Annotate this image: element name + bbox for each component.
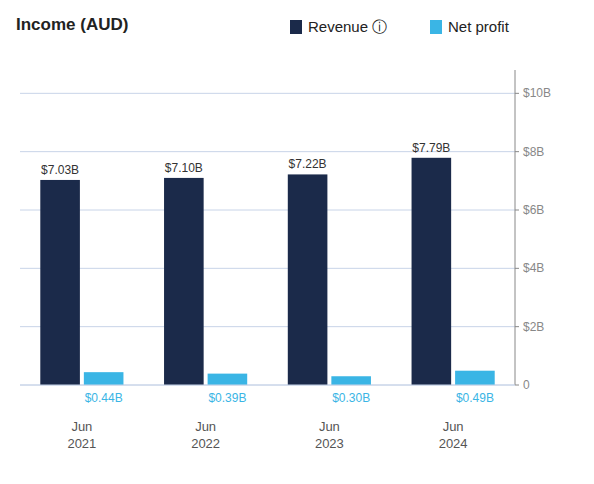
- legend-entry: Revenue ⓘ: [308, 18, 387, 35]
- tick-label: $6B: [523, 203, 544, 217]
- tick-label: $8B: [523, 145, 544, 159]
- category-label-line: Jun: [443, 419, 464, 434]
- data-label: $7.03B: [41, 163, 79, 177]
- tick-label: $4B: [523, 261, 544, 275]
- data-label: $0.44B: [85, 391, 123, 405]
- tick-mark: [515, 268, 519, 269]
- category-label-line: Jun: [195, 419, 216, 434]
- category-label-line: Jun: [319, 419, 340, 434]
- tick-mark: [515, 210, 519, 211]
- category-label: Jun 2024: [439, 419, 468, 451]
- category-label: Jun 2021: [67, 419, 96, 451]
- tick-label: 0: [523, 378, 530, 392]
- tick-mark: [515, 151, 519, 152]
- data-label: $7.22B: [289, 157, 327, 171]
- category-label-line: 2021: [67, 436, 96, 451]
- category-label: Jun 2022: [191, 419, 220, 451]
- bars: [40, 158, 494, 385]
- legend-swatch: [430, 20, 442, 34]
- tick-mark: [515, 93, 519, 94]
- bar: [164, 178, 204, 385]
- bar: [84, 372, 124, 385]
- tick-label: $10B: [523, 86, 551, 100]
- bar: [412, 158, 452, 385]
- tick-mark: [515, 326, 519, 327]
- tick-label: $2B: [523, 320, 544, 334]
- data-labels: $7.03B $7.10B $7.22B $7.79B $0.44B $0.39B $0.3…: [41, 141, 494, 405]
- category-label-line: Jun: [71, 419, 92, 434]
- data-label: $7.10B: [165, 161, 203, 175]
- data-label: $0.49B: [456, 391, 494, 405]
- chart-svg: Income (AUD) Revenue ⓘ Net profit 0 $2B $4B $6…: [0, 0, 594, 484]
- bar: [40, 180, 80, 385]
- grid-line: [20, 93, 515, 94]
- x-axis: Jun 2021 Jun 2022 Jun 2023 Jun 2024: [67, 419, 467, 451]
- bar: [455, 371, 495, 385]
- data-label: $0.39B: [208, 391, 246, 405]
- data-label: $0.30B: [332, 391, 370, 405]
- data-label: $7.79B: [412, 141, 450, 155]
- bar: [208, 374, 248, 385]
- chart-container: Income (AUD) Revenue ⓘ Net profit 0 $2B $4B $6…: [0, 0, 594, 484]
- bar: [288, 174, 328, 385]
- legend-entry: Net profit: [448, 18, 510, 35]
- grid-line: [20, 385, 515, 386]
- category-label-line: 2024: [439, 436, 468, 451]
- category-label: Jun 2023: [315, 419, 344, 451]
- y-axis-line: [515, 70, 516, 385]
- category-label-line: 2023: [315, 436, 344, 451]
- zero-line: [20, 385, 515, 386]
- legend-swatch: [290, 20, 302, 34]
- title: Income (AUD): [16, 15, 128, 34]
- bar: [331, 376, 371, 385]
- legend: Revenue ⓘ Net profit: [290, 18, 510, 35]
- y-axis: 0 $2B $4B $6B $8B $10B: [20, 70, 551, 392]
- tick-mark: [515, 385, 519, 386]
- category-label-line: 2022: [191, 436, 220, 451]
